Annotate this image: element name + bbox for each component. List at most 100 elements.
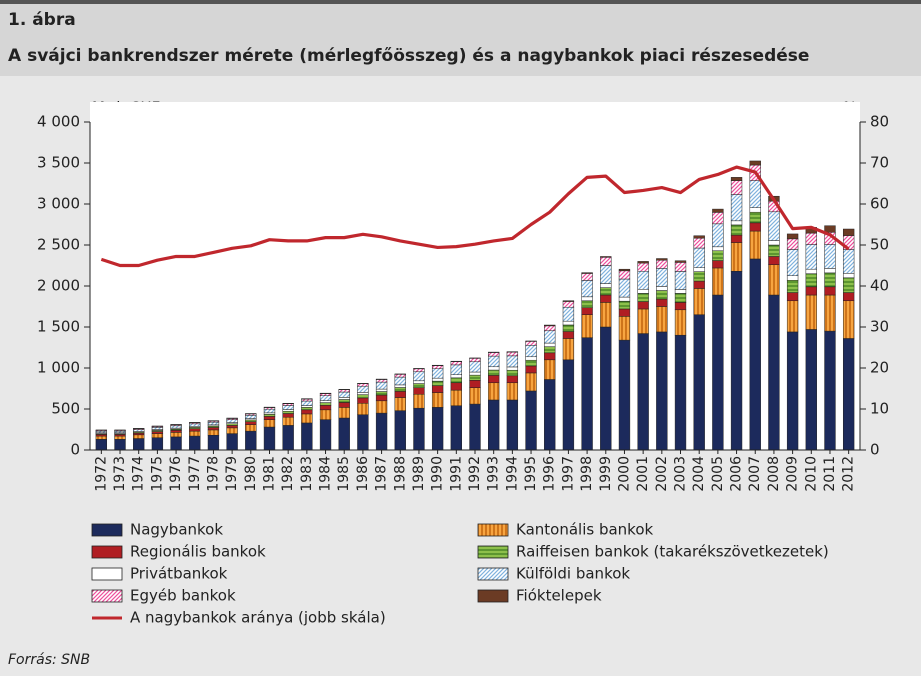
- top-rule: [0, 0, 921, 4]
- bar-segment: [768, 240, 780, 246]
- bar-segment: [581, 280, 593, 298]
- bar-segment: [674, 262, 687, 272]
- bar-segment: [301, 409, 313, 415]
- bar-segment: [544, 342, 556, 347]
- bar-segment: [730, 234, 743, 243]
- x-tick-label: 1976: [168, 456, 184, 492]
- bar-segment: [431, 365, 444, 369]
- bar-segment: [189, 428, 201, 432]
- bar-segment: [357, 392, 369, 395]
- bar-segment: [375, 391, 388, 396]
- bar-segment: [338, 391, 350, 398]
- y-tick-label: 3 500: [37, 154, 80, 172]
- bar-segment: [730, 194, 743, 222]
- bar-segment: [301, 422, 313, 451]
- bar-segment: [562, 338, 575, 361]
- x-tick-label: 1979: [224, 456, 240, 492]
- bar-segment: [525, 341, 537, 346]
- bar-segment: [431, 380, 444, 386]
- bar-segment: [730, 224, 743, 236]
- bar-segment: [319, 402, 332, 406]
- bar-segment: [263, 419, 276, 428]
- bar-segment: [301, 407, 313, 411]
- bar-segment: [282, 416, 294, 426]
- bar-segment: [413, 393, 425, 409]
- x-tick-label: 1987: [374, 456, 390, 492]
- bar-segment: [319, 409, 332, 420]
- bar-segment: [749, 222, 761, 232]
- bar-segment: [656, 290, 668, 300]
- bar-segment: [749, 211, 761, 224]
- legend-swatch: [91, 567, 123, 581]
- x-tick-label: 2012: [841, 456, 857, 492]
- bar-segment: [618, 316, 631, 341]
- y2-tick-label: 10: [870, 400, 889, 418]
- bar-segment: [525, 365, 537, 374]
- bar-segment: [842, 273, 855, 279]
- x-tick-label: 1996: [542, 456, 558, 492]
- x-tick-label: 1986: [355, 456, 371, 492]
- bar-segment: [562, 359, 575, 451]
- bar-segment: [842, 249, 855, 274]
- bar-segment: [226, 427, 238, 434]
- bar-segment: [674, 302, 687, 311]
- legend-swatch: [477, 545, 509, 559]
- title-bar: [0, 4, 921, 76]
- x-tick-label: 2002: [654, 456, 670, 492]
- bar-segment: [357, 394, 369, 399]
- bar-segment: [656, 286, 668, 291]
- bar-segment: [282, 410, 294, 414]
- bar-segment: [786, 233, 799, 240]
- bar-segment: [488, 375, 500, 384]
- bar-segment: [656, 331, 668, 451]
- bar-segment: [712, 260, 724, 269]
- bar-segment: [394, 397, 406, 411]
- bar-segment: [562, 301, 575, 308]
- bar-segment: [693, 314, 705, 451]
- bar-segment: [431, 392, 444, 408]
- bar-segment: [151, 431, 164, 434]
- bar-segment: [842, 338, 855, 451]
- bar-segment: [450, 389, 462, 406]
- bar-segment: [824, 225, 836, 233]
- bar-segment: [338, 402, 350, 408]
- legend-swatch: [91, 523, 123, 537]
- legend-label: Privátbankok: [130, 565, 228, 583]
- bar-segment: [357, 385, 369, 393]
- bar-segment: [712, 223, 724, 248]
- bar-segment: [712, 267, 724, 296]
- bar-segment: [637, 262, 649, 272]
- bar-segment: [488, 352, 500, 357]
- bar-segment: [637, 270, 649, 290]
- bar-segment: [394, 387, 406, 392]
- bar-segment: [469, 380, 481, 388]
- x-tick-label: 1972: [93, 456, 109, 492]
- bar-segment: [488, 369, 500, 376]
- x-tick-label: 1991: [448, 456, 464, 492]
- bar-segment: [562, 300, 575, 302]
- bar-segment: [637, 261, 649, 264]
- bar-segment: [656, 298, 668, 307]
- bar-segment: [469, 358, 481, 363]
- bar-segment: [618, 296, 631, 302]
- y2-tick-label: 30: [870, 318, 889, 336]
- legend-swatch: [91, 545, 123, 559]
- x-tick-label: 2010: [803, 456, 819, 492]
- bar-segment: [674, 271, 687, 290]
- bar-segment: [656, 268, 668, 287]
- x-tick-label: 2009: [785, 456, 801, 492]
- bar-segment: [450, 377, 462, 384]
- bar-segment: [544, 352, 556, 361]
- bar-segment: [338, 417, 350, 451]
- bar-segment: [301, 398, 313, 402]
- bar-segment: [488, 355, 500, 368]
- bar-segment: [618, 308, 631, 317]
- bar-segment: [768, 256, 780, 265]
- bar-segment: [469, 361, 481, 373]
- bar-segment: [749, 180, 761, 208]
- bar-segment: [245, 419, 257, 422]
- bar-segment: [488, 399, 500, 451]
- x-tick-label: 1985: [336, 456, 352, 492]
- bar-segment: [600, 257, 612, 266]
- bar-segment: [693, 247, 705, 268]
